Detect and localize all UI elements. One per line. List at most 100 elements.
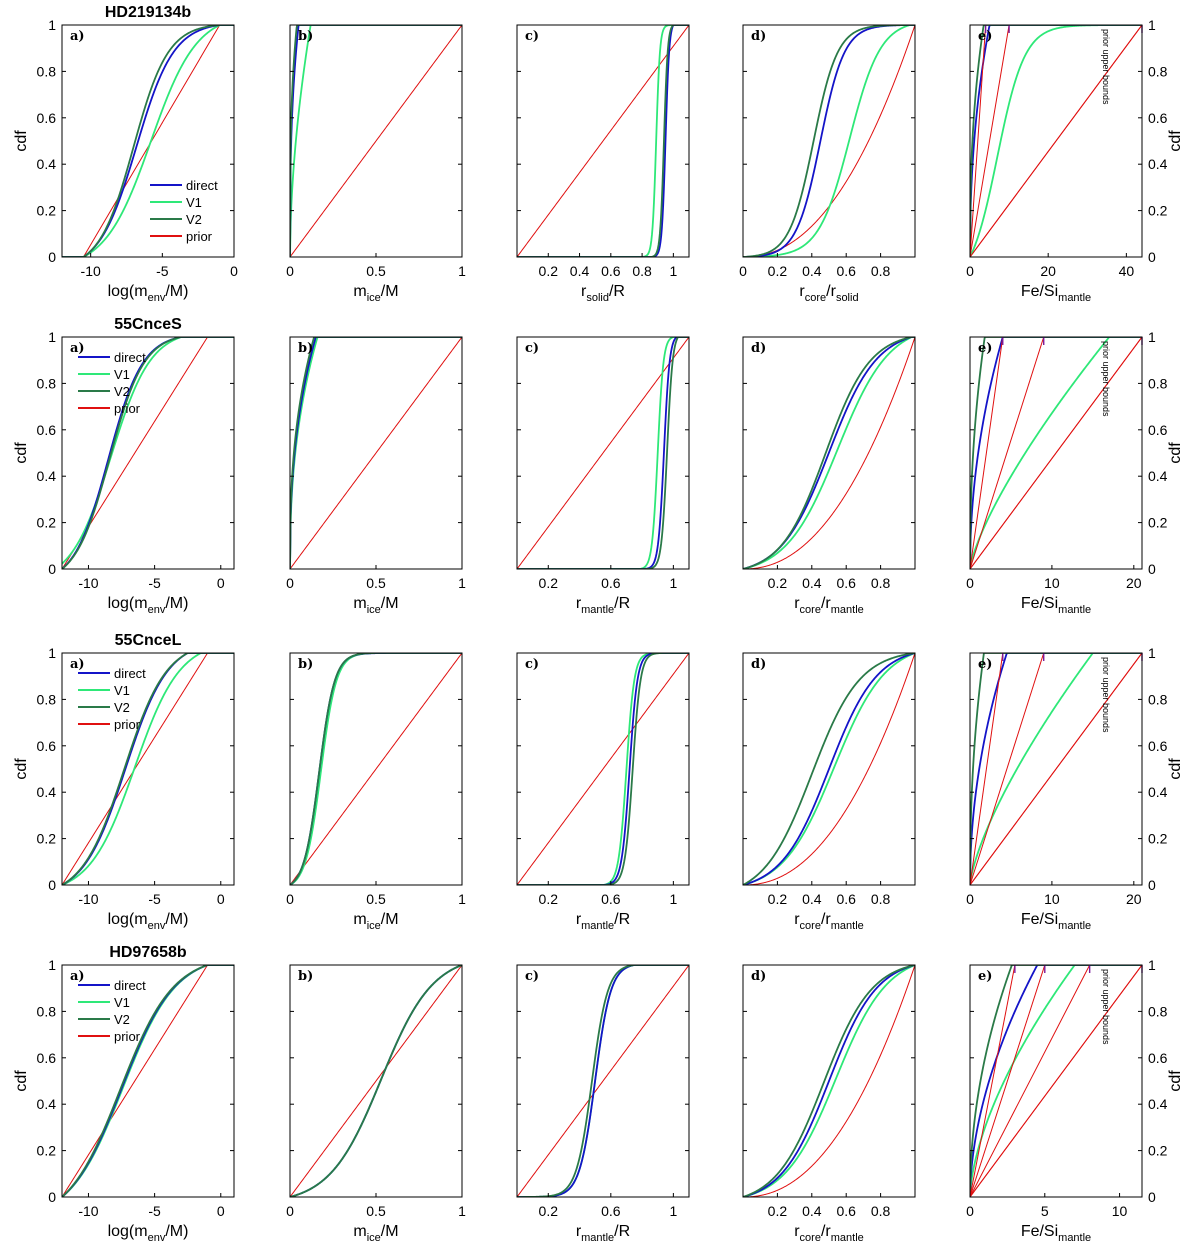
series-line-v1: [970, 965, 1142, 1197]
axes-frame: [742, 652, 916, 886]
prior-bound-line: [970, 337, 1142, 569]
y-tick-label: 0: [1148, 561, 1156, 577]
x-tick-label: 0: [286, 263, 294, 279]
y-tick-label: 0.8: [1148, 375, 1168, 391]
y-tick-label: 0.2: [37, 203, 57, 219]
x-tick-label: 0.2: [539, 891, 559, 907]
series-line-prior: [517, 337, 689, 569]
panel-label: b): [298, 969, 313, 984]
panel-c: 0.2 0.6 1 rmantle/R c): [516, 336, 690, 616]
series-line-prior: [290, 653, 462, 885]
x-tick-label: 0: [217, 891, 225, 907]
y-axis-label-left: cdf: [13, 1070, 30, 1092]
axes-frame: [516, 964, 690, 1198]
prior-upper-bounds-annotation: prior upper bounds: [1101, 29, 1111, 105]
prior-bound-line: [970, 25, 1142, 257]
x-tick-label: 0: [966, 575, 974, 591]
panel-e: 0 0.2 0.4 0.6 0.8 1 0 20 40 Fe/Simantle cdf prior u…: [966, 17, 1184, 304]
x-tick-label: 0: [286, 891, 294, 907]
series-line-v2: [62, 965, 234, 1197]
series-line-v1: [517, 25, 689, 257]
x-tick-label: 0.2: [539, 575, 559, 591]
x-tick-label: 0.8: [871, 1203, 891, 1219]
panel-label: e): [978, 29, 992, 44]
y-tick-label: 0: [48, 249, 56, 265]
x-tick-label: 0.6: [836, 1203, 856, 1219]
y-tick-label: 1: [48, 645, 56, 661]
series-line-v2: [743, 965, 915, 1197]
y-tick-label: 0.8: [37, 691, 57, 707]
panel-label: a): [70, 969, 85, 984]
panel-label: a): [70, 657, 85, 672]
series-line-v2: [517, 337, 689, 569]
series-line-v1: [62, 653, 234, 885]
x-tick-label: 0.4: [802, 891, 822, 907]
x-axis-label: rmantle/R: [576, 911, 630, 932]
x-tick-label: 0.6: [836, 263, 856, 279]
series-line-prior: [62, 337, 234, 569]
axes-frame: [969, 652, 1143, 886]
y-tick-label: 0.6: [1148, 422, 1168, 438]
y-tick-label: 0.4: [1148, 156, 1168, 172]
x-tick-label: 0: [230, 263, 238, 279]
series-line-prior: [517, 25, 689, 257]
y-tick-label: 0.8: [37, 1003, 57, 1019]
panel-label: b): [298, 29, 313, 44]
prior-bound-line: [970, 25, 987, 257]
x-tick-label: 10: [1044, 891, 1060, 907]
axes-frame: [61, 24, 235, 258]
y-tick-label: 0.6: [37, 738, 57, 754]
prior-bound-line: [970, 653, 1142, 885]
series-line-prior: [62, 25, 234, 257]
legend-label-v1: V1: [114, 683, 130, 698]
y-axis-label-right: cdf: [1167, 1070, 1184, 1092]
axes-frame: [969, 964, 1143, 1198]
panel-d: 0.2 0.4 0.6 0.8 rcore/rmantle d): [742, 652, 916, 932]
legend-label-direct: direct: [186, 178, 218, 193]
series-line-direct: [743, 337, 915, 569]
y-tick-label: 0.2: [37, 515, 57, 531]
panel-label: c): [525, 657, 539, 672]
x-tick-label: 20: [1126, 891, 1142, 907]
x-tick-label: 0: [966, 891, 974, 907]
series-line-prior: [743, 965, 915, 1197]
x-tick-label: 1: [458, 1203, 466, 1219]
series-line-direct: [743, 965, 915, 1197]
x-axis-label: log(menv/M): [108, 283, 189, 304]
y-tick-label: 0.2: [1148, 203, 1168, 219]
row-title: HD97658b: [109, 944, 187, 961]
x-tick-label: 0.5: [366, 891, 386, 907]
panel-label: e): [978, 657, 992, 672]
x-tick-label: 10: [1112, 1203, 1128, 1219]
x-tick-label: 0.8: [871, 891, 891, 907]
panel-label: d): [751, 341, 766, 356]
row-title: HD219134b: [105, 4, 192, 21]
series-line-v2: [62, 337, 234, 569]
x-tick-label: 0.4: [570, 263, 590, 279]
x-tick-label: 0: [966, 263, 974, 279]
panel-label: b): [298, 657, 313, 672]
panel-d: 0.2 0.4 0.6 0.8 rcore/rmantle d): [742, 964, 916, 1244]
legend-label-v2: V2: [186, 212, 202, 227]
x-tick-label: 20: [1040, 263, 1056, 279]
y-tick-label: 0.6: [1148, 1050, 1168, 1066]
y-tick-label: 0.8: [37, 375, 57, 391]
series-line-prior: [517, 965, 689, 1197]
x-axis-label: mice/M: [353, 911, 398, 932]
series-line-prior: [743, 337, 915, 569]
x-axis-label: log(menv/M): [108, 595, 189, 616]
x-tick-label: 10: [1044, 575, 1060, 591]
panel-label: c): [525, 29, 539, 44]
legend-label-prior: prior: [114, 1029, 141, 1044]
x-tick-label: 0.2: [768, 1203, 788, 1219]
series-line-v2: [517, 965, 689, 1197]
series-line-v2: [290, 653, 462, 885]
series-line-prior: [62, 653, 234, 885]
y-tick-label: 0.6: [37, 422, 57, 438]
x-tick-label: 1: [458, 575, 466, 591]
series-line-prior: [62, 965, 234, 1197]
legend-label-v1: V1: [114, 995, 130, 1010]
prior-bound-line: [970, 965, 1142, 1197]
